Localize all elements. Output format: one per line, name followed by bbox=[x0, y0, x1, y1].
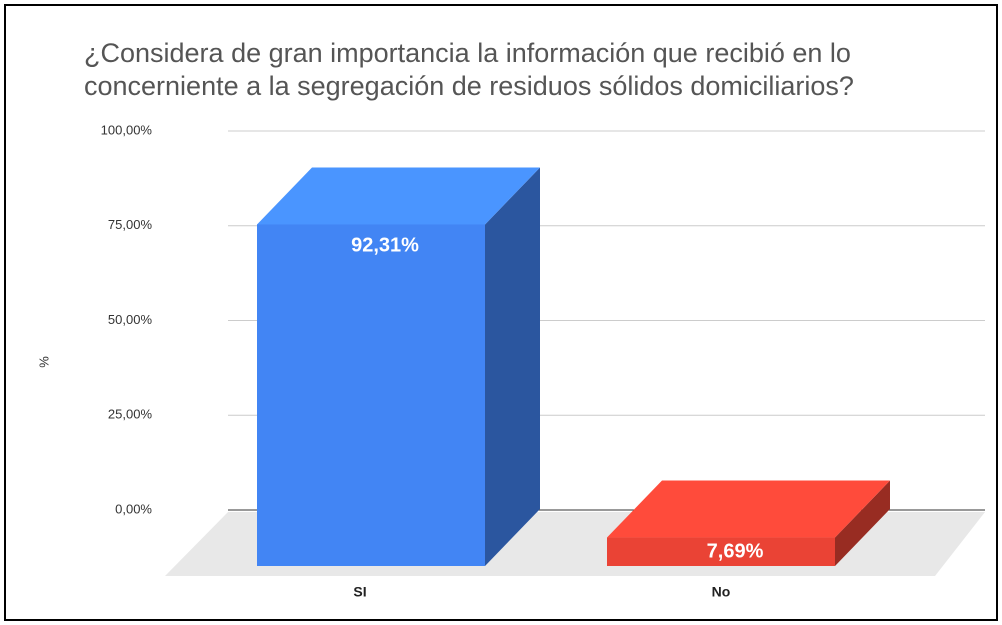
bar bbox=[607, 537, 835, 566]
data-label: 7,69% bbox=[707, 540, 764, 562]
y-tick-label: 100,00% bbox=[101, 122, 153, 137]
bar-side bbox=[835, 480, 890, 566]
x-tick-label: No bbox=[712, 584, 731, 600]
bar-top bbox=[607, 480, 890, 538]
data-label: 92,31% bbox=[351, 235, 419, 257]
y-tick-label: 50,00% bbox=[108, 312, 153, 327]
y-tick-label: 0,00% bbox=[115, 501, 152, 516]
chart-title: concerniente a la segregación de residuo… bbox=[84, 71, 854, 101]
x-tick-label: SI bbox=[353, 584, 366, 600]
y-tick-label: 75,00% bbox=[108, 217, 153, 232]
bar-side bbox=[485, 167, 540, 566]
bar-top bbox=[257, 167, 540, 225]
chart-title: ¿Considera de gran importancia la inform… bbox=[84, 38, 851, 68]
bar bbox=[257, 224, 485, 566]
y-tick-label: 25,00% bbox=[108, 407, 153, 422]
y-axis-label: % bbox=[36, 356, 51, 368]
